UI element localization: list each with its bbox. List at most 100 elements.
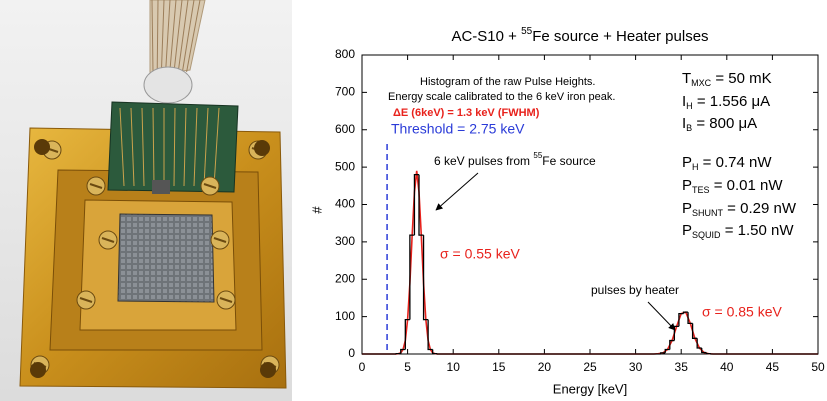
cable-stripe xyxy=(181,0,195,73)
parameter-part: P xyxy=(682,222,692,239)
chart-title: AC-S10 + 55Fe source + Heater pulses xyxy=(451,26,708,45)
screw-slot xyxy=(203,183,217,189)
x-tick-label: 0 xyxy=(359,360,366,374)
heater-label: pulses by heater xyxy=(591,283,679,297)
pcb xyxy=(107,101,239,193)
y-tick-label: 0 xyxy=(348,346,355,360)
screw-slot xyxy=(79,297,93,303)
histogram-bin xyxy=(682,311,689,314)
histogram-bin xyxy=(705,352,711,355)
y-axis-label: # xyxy=(309,206,324,214)
x-tick-label: 45 xyxy=(766,360,780,374)
histogram-bin xyxy=(422,235,429,321)
fit-curve xyxy=(362,170,818,355)
histogram-bin xyxy=(418,174,424,236)
parameter: PH = 0.74 nW xyxy=(682,154,772,172)
parameter: IB = 800 μA xyxy=(682,115,757,133)
histogram-bin xyxy=(409,234,415,320)
x-tick-label: 35 xyxy=(675,360,689,374)
parameter-part: = 0.29 nW xyxy=(723,200,797,217)
y-tick-label: 800 xyxy=(335,47,355,61)
note-threshold: Threshold = 2.75 keV xyxy=(391,121,525,137)
x-tick-label: 30 xyxy=(629,360,643,374)
parameter-part: I xyxy=(682,115,686,132)
histogram-bin xyxy=(664,348,670,353)
x-tick-label: 25 xyxy=(583,360,597,374)
pcb-trace xyxy=(173,107,176,187)
parameter-part: P xyxy=(682,177,692,194)
note-resolution: ΔE (6keV) = 1.3 keV (FWHM) xyxy=(393,107,540,119)
pcb-trace xyxy=(141,107,145,187)
parameter-part: P xyxy=(682,200,692,217)
pcb-trace xyxy=(183,107,187,187)
parameter-part: = 50 mK xyxy=(711,70,771,87)
parameter-part: H xyxy=(686,101,693,111)
cable-stripe xyxy=(165,0,171,73)
mount-hole xyxy=(34,139,50,155)
parameter-part: P xyxy=(682,154,692,171)
parameter: TMXC = 50 mK xyxy=(682,70,772,88)
cable-stripe xyxy=(169,0,177,73)
x-tick-label: 50 xyxy=(811,360,825,374)
cable-stripe xyxy=(177,0,189,73)
histogram-bin xyxy=(691,323,698,339)
pcb-trace xyxy=(203,107,209,187)
chip-package xyxy=(152,180,170,194)
y-tick-label: 100 xyxy=(335,309,355,323)
parameter-part: H xyxy=(692,162,699,172)
histogram-bin xyxy=(701,348,707,354)
histogram-bin xyxy=(669,339,675,350)
parameter-part: = 1.556 μA xyxy=(693,93,770,110)
annotation-arrow xyxy=(647,301,676,331)
note: Histogram of the raw Pulse Heights. xyxy=(420,76,595,88)
screw-slot xyxy=(89,183,103,189)
parameter-part: B xyxy=(686,123,692,133)
y-tick-label: 500 xyxy=(335,159,355,173)
histogram-bin xyxy=(400,348,406,354)
chart-title-part: Fe source + Heater pulses xyxy=(532,28,708,45)
cable-stripe xyxy=(160,0,165,73)
cable-stripe xyxy=(156,0,159,73)
chart-title-part: 55 xyxy=(521,26,533,37)
cable-stripe xyxy=(173,0,183,73)
parameter-part: I xyxy=(682,93,686,110)
screw-slot xyxy=(213,237,227,243)
histogram-bin xyxy=(696,338,702,349)
histogram-bin xyxy=(404,318,410,350)
screw-slot xyxy=(101,237,115,243)
peak-label-part: 6 keV pulses from xyxy=(434,154,533,168)
y-tick-label: 300 xyxy=(335,234,355,248)
histogram-bin xyxy=(427,319,433,351)
peak-label-part: Fe source xyxy=(542,154,596,168)
y-tick-label: 600 xyxy=(335,122,355,136)
y-tick-label: 200 xyxy=(335,271,355,285)
x-tick-label: 15 xyxy=(492,360,506,374)
parameter-part: T xyxy=(682,70,691,87)
parameter: IH = 1.556 μA xyxy=(682,93,770,111)
x-tick-label: 20 xyxy=(538,360,552,374)
x-tick-label: 10 xyxy=(447,360,461,374)
parameter: PSQUID = 1.50 nW xyxy=(682,222,794,240)
pcb-trace xyxy=(213,107,220,187)
histogram-bin xyxy=(660,352,666,354)
peak-label-part: 55 xyxy=(533,151,542,160)
parameter-part: TES xyxy=(692,185,710,195)
x-tick-label: 40 xyxy=(720,360,734,374)
parameter-part: = 1.50 nW xyxy=(721,222,795,239)
histogram-bin xyxy=(687,312,693,325)
pcb-trace xyxy=(152,107,155,187)
parameter: PTES = 0.01 nW xyxy=(682,177,783,195)
sigma-label: σ = 0.85 keV xyxy=(702,304,783,320)
cable-stripe xyxy=(186,0,201,73)
pcb-trace xyxy=(119,107,125,187)
peak-label: 6 keV pulses from 55Fe source xyxy=(434,151,596,168)
x-axis-label: Energy [keV] xyxy=(553,381,627,396)
mount-hole xyxy=(30,362,46,378)
histogram-bin xyxy=(678,312,684,327)
parameter-part: = 0.74 nW xyxy=(699,154,773,171)
parameter-part: SQUID xyxy=(692,230,721,240)
histogram-bin xyxy=(432,349,438,355)
photo xyxy=(0,0,292,401)
